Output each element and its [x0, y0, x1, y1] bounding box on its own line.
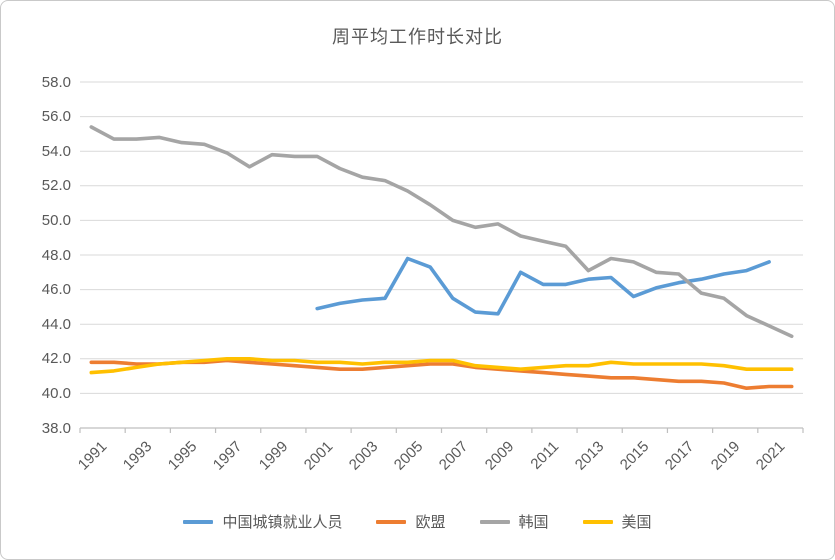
legend-item-0: 中国城镇就业人员: [183, 511, 342, 532]
legend: 中国城镇就业人员 欧盟 韩国 美国: [1, 511, 834, 532]
series-line-2: [89, 125, 794, 339]
series-line-3: [89, 356, 794, 375]
y-tick-label: 40.0: [41, 384, 71, 402]
series-line-0: [315, 256, 771, 316]
legend-label: 欧盟: [415, 514, 446, 531]
y-tick-label: 52.0: [41, 177, 71, 195]
y-tick-label: 48.0: [41, 246, 71, 264]
legend-label: 韩国: [518, 514, 549, 531]
y-tick-label: 50.0: [41, 211, 71, 229]
y-tick-label: 38.0: [41, 419, 71, 437]
chart-title: 周平均工作时长对比: [332, 27, 503, 47]
legend-item-3: 美国: [582, 511, 652, 532]
y-tick-label: 58.0: [41, 73, 71, 91]
legend-swatch: [479, 519, 510, 524]
legend-item-2: 韩国: [479, 511, 549, 532]
y-tick-label: 56.0: [41, 108, 71, 126]
y-tick-label: 42.0: [41, 350, 71, 368]
legend-swatch: [582, 519, 613, 524]
legend-swatch: [376, 519, 407, 524]
y-tick-label: 46.0: [41, 281, 71, 299]
y-tick-label: 44.0: [41, 315, 71, 333]
legend-label: 美国: [621, 514, 652, 531]
y-tick-label: 54.0: [41, 142, 71, 160]
legend-item-1: 欧盟: [376, 511, 446, 532]
legend-swatch: [183, 519, 214, 524]
legend-label: 中国城镇就业人员: [222, 514, 343, 531]
